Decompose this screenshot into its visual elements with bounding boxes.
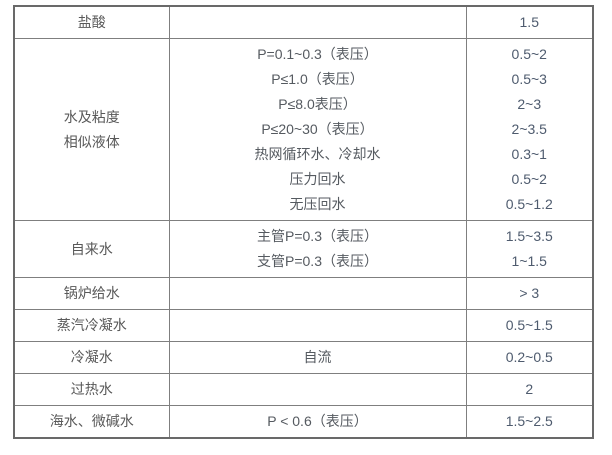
condition-line: P≤20~30（表压）	[261, 121, 374, 137]
value-line: 0.2~0.5	[505, 349, 553, 365]
condition-cell: 主管P=0.3（表压） 支管P=0.3（表压）	[168, 220, 467, 278]
condition-line: 压力回水	[289, 171, 346, 187]
medium-name-line: 蒸汽冷凝水	[56, 317, 127, 333]
condition-line: P=0.1~0.3（表压）	[257, 46, 378, 62]
medium-name-line: 冷凝水	[70, 349, 113, 365]
medium-name-line: 锅炉给水	[63, 285, 120, 301]
medium-name-line: 海水、微碱水	[49, 413, 134, 429]
condition-cell	[168, 277, 467, 310]
condition-cell: P < 0.6（表压）	[168, 405, 467, 439]
condition-line	[174, 313, 462, 338]
value-line: > 3	[519, 285, 540, 301]
table-row: 冷凝水 自流 0.2~0.5	[13, 341, 594, 374]
medium-name-line: 过热水	[70, 381, 113, 397]
condition-line: 主管P=0.3（表压）	[257, 228, 378, 244]
medium-name-line: 相似液体	[63, 133, 120, 150]
medium-name-cell: 过热水	[13, 373, 170, 406]
value-cell: 0.5~2 0.5~3 2~3 2~3.5 0.3~1 0.5~2 0.5~1.2	[465, 38, 594, 221]
value-line: 0.5~2	[511, 171, 547, 187]
value-line: 0.3~1	[511, 146, 547, 162]
medium-name-line: 盐酸	[77, 14, 106, 30]
medium-name-cell: 锅炉给水	[13, 277, 170, 310]
medium-name-line: 水及粘度	[63, 108, 120, 125]
medium-name-cell: 水及粘度 相似液体	[13, 38, 170, 221]
table-row: 自来水 主管P=0.3（表压） 支管P=0.3（表压） 1.5~3.5 1~1.5	[13, 220, 594, 278]
value-cell: 1.5~3.5 1~1.5	[465, 220, 594, 278]
condition-cell: 自流	[168, 341, 467, 374]
table-row: 蒸汽冷凝水 0.5~1.5	[13, 309, 594, 342]
table-row: 过热水 2	[13, 373, 594, 406]
value-line: 1.5	[519, 14, 539, 30]
condition-line: P < 0.6（表压）	[267, 413, 368, 429]
medium-name-cell: 海水、微碱水	[13, 405, 170, 439]
condition-cell	[168, 373, 467, 406]
condition-line	[174, 377, 462, 402]
value-cell: 2	[465, 373, 594, 406]
value-line: 1~1.5	[511, 253, 547, 269]
value-line: 0.5~2	[511, 46, 547, 62]
condition-cell: P=0.1~0.3（表压） P≤1.0（表压） P≤8.0表压） P≤20~30（表压…	[168, 38, 467, 221]
value-line: 0.5~1.5	[505, 317, 553, 333]
condition-line: 支管P=0.3（表压）	[257, 253, 378, 269]
condition-line: 无压回水	[289, 196, 346, 212]
value-line: 1.5~2.5	[505, 413, 553, 429]
condition-line: P≤8.0表压）	[278, 96, 357, 112]
medium-name-cell: 冷凝水	[13, 341, 170, 374]
medium-name-cell: 蒸汽冷凝水	[13, 309, 170, 342]
value-cell: 1.5~2.5	[465, 405, 594, 439]
table-row: 水及粘度相似液体 P=0.1~0.3（表压） P≤1.0（表压） P≤8.0表压） P≤…	[13, 38, 594, 221]
table-row: 盐酸 1.5	[13, 5, 594, 39]
value-line: 2~3.5	[511, 121, 547, 137]
condition-line: P≤1.0（表压）	[271, 71, 364, 87]
value-line: 0.5~1.2	[505, 196, 553, 212]
value-cell: 1.5	[465, 5, 594, 39]
value-cell: > 3	[465, 277, 594, 310]
value-line: 2	[525, 381, 534, 397]
medium-name-cell: 盐酸	[13, 5, 170, 39]
condition-line	[174, 281, 462, 306]
condition-line: 热网循环水、冷却水	[254, 146, 381, 162]
value-cell: 0.5~1.5	[465, 309, 594, 342]
table-body: 盐酸 1.5 水及粘度 相似液体 P=0.1~0.3（表压） P≤1.0（表压） P≤8.…	[13, 5, 594, 439]
value-line: 1.5~3.5	[505, 228, 553, 244]
condition-line	[174, 10, 462, 35]
value-cell: 0.2~0.5	[465, 341, 594, 374]
condition-line: 自流	[303, 349, 332, 365]
media-flow-velocity-table: 盐酸 1.5 水及粘度 相似液体 P=0.1~0.3（表压） P≤1.0（表压） P≤8.…	[13, 5, 594, 439]
table-row: 锅炉给水 > 3	[13, 277, 594, 310]
value-line: 0.5~3	[511, 71, 547, 87]
condition-cell	[168, 5, 467, 39]
medium-name-cell: 自来水	[13, 220, 170, 278]
condition-cell	[168, 309, 467, 342]
table-row: 海水、微碱水 P < 0.6（表压） 1.5~2.5	[13, 405, 594, 439]
value-line: 2~3	[517, 96, 542, 112]
medium-name-line: 自来水	[70, 240, 113, 257]
